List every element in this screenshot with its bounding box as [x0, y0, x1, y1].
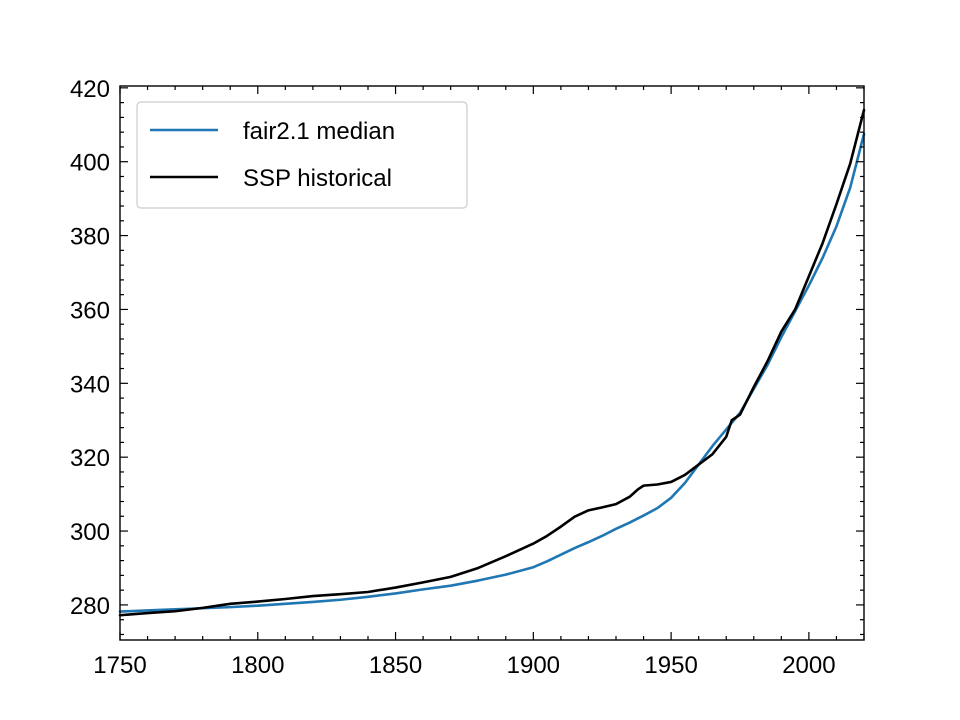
x-tick-label: 1850 — [369, 652, 422, 679]
y-tick-label: 360 — [70, 297, 110, 324]
series-line-0 — [118, 132, 866, 613]
x-tick-label: 1800 — [231, 652, 284, 679]
legend: fair2.1 median SSP historical — [136, 101, 468, 209]
y-tick-label: 340 — [70, 371, 110, 398]
series-line-1 — [118, 108, 866, 617]
y-tick-label: 380 — [70, 224, 110, 251]
y-tick-label: 280 — [70, 593, 110, 620]
legend-label-1: SSP historical — [243, 165, 392, 192]
ticks-layer: 1750 1800 1850 1900 1950 2000 280 300 320 340 360 3… — [70, 76, 865, 679]
x-tick-label: 1950 — [644, 652, 697, 679]
legend-label-0: fair2.1 median — [243, 118, 395, 145]
y-tick-label: 400 — [70, 150, 110, 177]
y-tick-label: 420 — [70, 76, 110, 103]
series-layer — [118, 108, 866, 617]
plot-frame — [119, 85, 865, 641]
y-tick-label: 300 — [70, 519, 110, 546]
x-tick-label: 1750 — [93, 652, 146, 679]
legend-box — [136, 101, 468, 209]
x-tick-label: 2000 — [782, 652, 835, 679]
x-tick-label: 1900 — [507, 652, 560, 679]
y-tick-label: 320 — [70, 445, 110, 472]
